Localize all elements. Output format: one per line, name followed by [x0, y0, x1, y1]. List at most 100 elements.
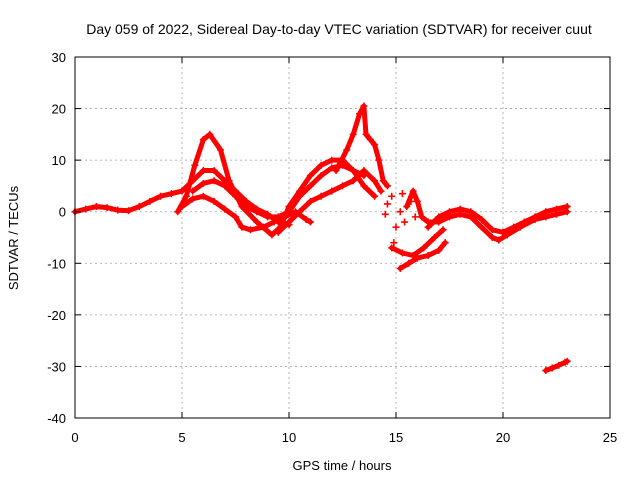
- x-tick-label: 20: [496, 430, 510, 445]
- data-layer: [71, 102, 571, 375]
- data-point: [478, 223, 486, 231]
- data-point: [495, 236, 503, 244]
- data-point: [306, 172, 314, 180]
- data-point: [403, 203, 411, 211]
- data-point: [456, 205, 464, 213]
- data-point: [103, 204, 111, 212]
- data-point: [555, 361, 563, 369]
- x-tick-label: 5: [178, 430, 185, 445]
- data-point: [435, 246, 443, 254]
- data-point: [366, 136, 374, 144]
- data-point: [328, 187, 336, 195]
- data-point: [296, 192, 304, 200]
- data-point: [377, 187, 385, 195]
- x-tick-label: 10: [282, 430, 296, 445]
- data-point: [563, 357, 571, 365]
- data-point: [405, 259, 413, 267]
- data-point: [420, 244, 428, 252]
- data-point: [174, 208, 182, 216]
- data-point: [542, 367, 550, 375]
- data-point: [167, 190, 175, 198]
- data-point: [210, 166, 218, 174]
- data-point: [264, 213, 272, 221]
- y-tick-label: 10: [52, 153, 66, 168]
- data-point: [199, 136, 207, 144]
- data-point: [114, 206, 122, 214]
- data-point: [281, 213, 289, 221]
- data-point: [268, 231, 276, 239]
- data-point: [253, 208, 261, 216]
- data-point: [542, 208, 550, 216]
- data-point: [360, 166, 368, 174]
- scatter-point: [392, 223, 400, 231]
- data-point: [441, 239, 449, 247]
- data-point: [270, 218, 278, 226]
- data-point: [371, 177, 379, 185]
- data-point: [221, 182, 229, 190]
- y-tick-label: -40: [47, 411, 66, 426]
- data-point: [349, 130, 357, 138]
- scatter-point: [398, 190, 406, 198]
- plot-frame: [74, 56, 611, 419]
- scatter-point: [383, 200, 391, 208]
- data-point: [125, 207, 132, 215]
- x-tick-label: 0: [71, 430, 78, 445]
- data-point: [349, 166, 357, 174]
- data-point: [510, 223, 518, 231]
- data-point: [306, 218, 314, 226]
- data-point: [221, 205, 229, 213]
- data-point: [375, 156, 383, 164]
- data-point: [431, 234, 439, 241]
- scatter-point: [411, 213, 419, 221]
- chart-title: Day 059 of 2022, Sidereal Day-to-day VTE…: [86, 21, 592, 37]
- series-track-d: [179, 193, 313, 233]
- y-tick-label: 0: [59, 205, 66, 220]
- scatter-point: [401, 218, 409, 226]
- data-point: [191, 161, 199, 169]
- data-point: [413, 197, 421, 205]
- data-point: [246, 226, 254, 234]
- grid-lines: [75, 57, 610, 418]
- data-point: [146, 197, 154, 205]
- data-point: [339, 182, 346, 190]
- y-tick-label: -10: [47, 256, 66, 271]
- data-point: [360, 182, 368, 190]
- data-point: [478, 215, 486, 223]
- scatter-point: [390, 239, 398, 247]
- data-point: [82, 205, 90, 213]
- y-tick-label: 30: [52, 50, 66, 65]
- data-point: [242, 203, 250, 211]
- data-point: [488, 226, 496, 234]
- y-tick-label: -30: [47, 359, 66, 374]
- data-point: [360, 102, 368, 110]
- data-point: [206, 130, 214, 138]
- data-point: [296, 208, 304, 216]
- x-axis-label: GPS time / hours: [293, 458, 392, 473]
- data-point: [302, 215, 310, 223]
- data-point: [217, 146, 225, 154]
- data-point: [409, 187, 417, 195]
- data-point: [467, 208, 475, 216]
- data-point: [446, 208, 453, 216]
- data-point: [332, 166, 340, 174]
- data-point: [396, 264, 404, 272]
- y-axis-label: SDTVAR / TECUs: [6, 185, 21, 290]
- data-point: [328, 164, 336, 172]
- data-point: [356, 110, 364, 118]
- data-point: [135, 203, 143, 211]
- data-point: [418, 213, 426, 221]
- series-track-h: [389, 227, 446, 258]
- x-tick-label: 25: [603, 430, 617, 445]
- y-tick-label: 20: [52, 102, 66, 117]
- data-point: [259, 223, 267, 231]
- data-point: [157, 192, 165, 200]
- data-point: [531, 213, 539, 221]
- scatter-point: [381, 210, 389, 218]
- data-point: [274, 228, 282, 236]
- data-point: [178, 187, 186, 195]
- data-point: [409, 252, 417, 260]
- data-point: [398, 249, 406, 257]
- data-point: [210, 197, 218, 205]
- x-tick-label: 15: [389, 430, 403, 445]
